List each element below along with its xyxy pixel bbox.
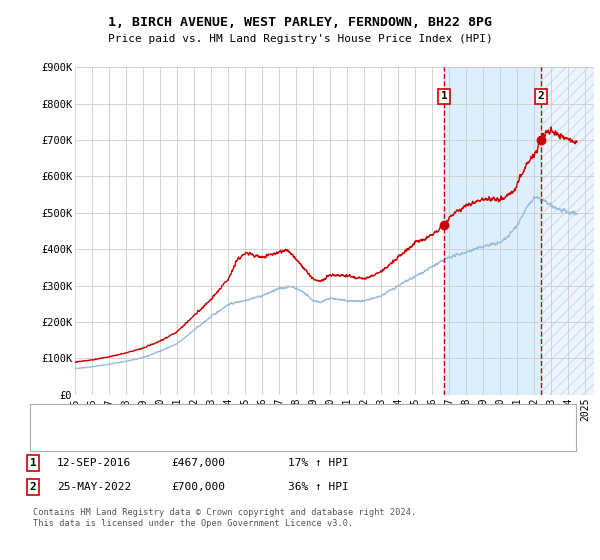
Text: 1: 1: [441, 91, 448, 101]
Text: 36% ↑ HPI: 36% ↑ HPI: [288, 482, 349, 492]
Text: HPI: Average price, detached house, Dorset: HPI: Average price, detached house, Dors…: [87, 435, 334, 445]
Text: 12-SEP-2016: 12-SEP-2016: [57, 458, 131, 468]
Bar: [541, 67, 594, 395]
Text: 25-MAY-2022: 25-MAY-2022: [57, 482, 131, 492]
Text: 2: 2: [538, 91, 545, 101]
Text: 1: 1: [29, 458, 37, 468]
Bar: [541, 67, 594, 395]
Bar: [444, 67, 541, 395]
Text: Contains HM Land Registry data © Crown copyright and database right 2024.
This d: Contains HM Land Registry data © Crown c…: [33, 508, 416, 528]
Text: 17% ↑ HPI: 17% ↑ HPI: [288, 458, 349, 468]
Text: Price paid vs. HM Land Registry's House Price Index (HPI): Price paid vs. HM Land Registry's House …: [107, 34, 493, 44]
Text: £467,000: £467,000: [171, 458, 225, 468]
Text: 2: 2: [29, 482, 37, 492]
Text: 1, BIRCH AVENUE, WEST PARLEY, FERNDOWN, BH22 8PG (detached house): 1, BIRCH AVENUE, WEST PARLEY, FERNDOWN, …: [87, 415, 469, 425]
Text: £700,000: £700,000: [171, 482, 225, 492]
Text: 1, BIRCH AVENUE, WEST PARLEY, FERNDOWN, BH22 8PG: 1, BIRCH AVENUE, WEST PARLEY, FERNDOWN, …: [108, 16, 492, 29]
